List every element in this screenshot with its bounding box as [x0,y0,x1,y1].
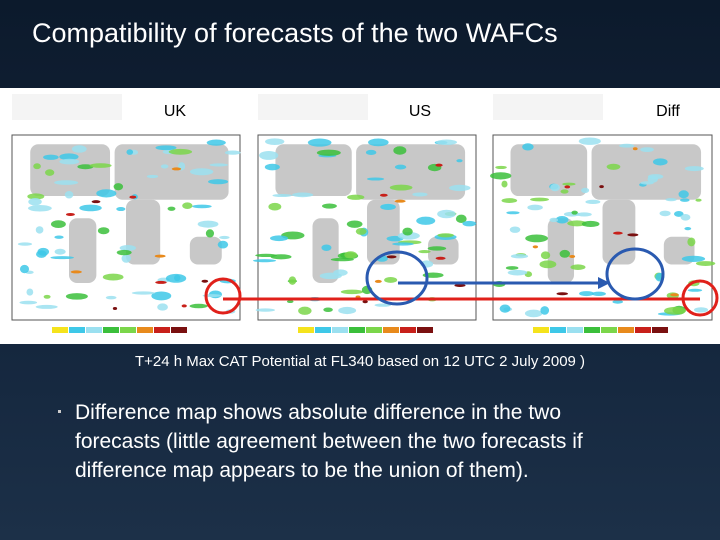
bullet-text: Difference map shows absolute difference… [75,398,583,485]
panel-label: Diff [656,103,680,120]
figure: UK US Diff [11,94,719,333]
bullet-line: difference map appears to be the union o… [75,459,529,482]
figure-caption: T+24 h Max CAT Potential at FL340 based … [134,353,586,370]
bullet-line: forecasts (little agreement between the … [75,430,583,453]
slide-title: Compatibility of forecasts of the two WA… [32,18,558,48]
bullet-line: Difference map shows absolute difference… [75,401,562,424]
panel-label: UK [164,103,187,120]
panel-label: US [409,103,431,120]
bullet-mark [58,410,61,413]
